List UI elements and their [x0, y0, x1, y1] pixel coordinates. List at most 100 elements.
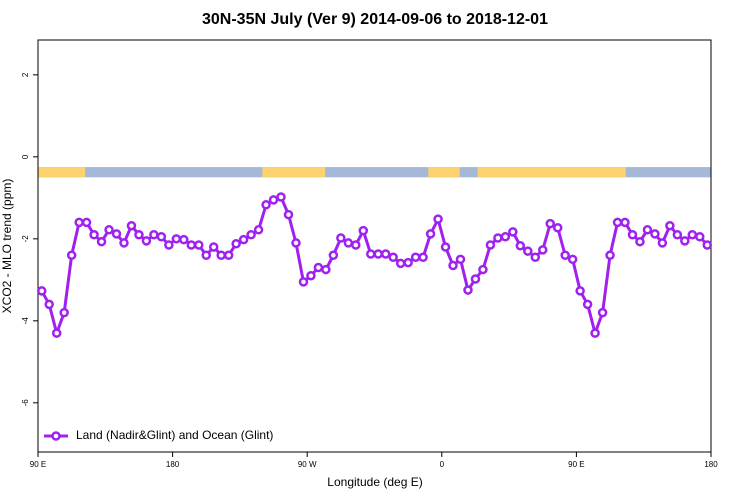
data-point [508, 227, 518, 237]
data-point [179, 234, 189, 245]
plot-frame [37, 39, 712, 453]
data-point [216, 250, 226, 260]
data-point [433, 214, 443, 224]
data-point [208, 242, 219, 252]
data-point [298, 277, 309, 287]
data-point [605, 250, 615, 260]
data-point [291, 238, 301, 248]
y-axis-label: XCO2 - MLO trend (ppm) [0, 179, 14, 314]
data-point [253, 225, 264, 235]
x-tick-label: 90 E [568, 460, 584, 469]
data-point [552, 223, 563, 233]
data-point [657, 238, 668, 248]
data-point [36, 286, 47, 296]
data-point [650, 229, 660, 239]
data-point [328, 250, 339, 260]
data-point [597, 307, 608, 318]
data-point [104, 225, 114, 235]
data-point [44, 299, 54, 310]
data-point [635, 236, 645, 247]
data-point [156, 232, 167, 242]
data-point [440, 242, 451, 252]
data-point [545, 218, 555, 229]
data-point [223, 250, 234, 260]
data-point [612, 217, 623, 228]
data-point [395, 258, 406, 269]
x-tick-label: 90 W [298, 460, 317, 469]
data-point [380, 249, 391, 259]
data-point [538, 245, 548, 255]
chart-title: 30N-35N July (Ver 9) 2014-09-06 to 2018-… [202, 11, 548, 28]
x-tick-label: 180 [166, 460, 180, 469]
y-tick-label: -4 [21, 317, 30, 325]
y-tick-label: 2 [21, 72, 30, 77]
data-point [66, 250, 77, 260]
data-point [500, 232, 511, 242]
land-band [428, 167, 460, 178]
data-point [582, 299, 593, 310]
data-point [194, 240, 204, 250]
data-point [51, 328, 62, 338]
data-point [96, 236, 107, 247]
data-point [171, 234, 182, 244]
data-point [276, 192, 286, 202]
data-point [702, 240, 713, 250]
data-point [687, 229, 698, 240]
data-point [268, 195, 279, 205]
data-point [463, 285, 473, 295]
data-point [425, 229, 436, 239]
data-point [418, 252, 428, 263]
legend-label: Land (Nadir&Glint) and Ocean (Glint) [76, 428, 273, 442]
data-point [313, 262, 324, 273]
x-tick-label: 0 [440, 460, 445, 469]
x-tick-label: 180 [704, 460, 718, 469]
data-point [246, 229, 256, 240]
data-point [164, 240, 174, 250]
data-point [410, 252, 421, 263]
data-point [231, 238, 241, 249]
land-band [38, 167, 86, 178]
y-tick-label: 0 [21, 154, 30, 159]
data-point [373, 249, 383, 259]
data-point [306, 270, 316, 281]
data-point [89, 229, 99, 240]
data-point [351, 240, 361, 250]
data-point [74, 217, 84, 228]
data-point [680, 236, 690, 246]
data-point [321, 264, 331, 275]
data-point [134, 229, 144, 240]
data-point [665, 220, 675, 231]
data-point [366, 249, 376, 259]
data-point [448, 260, 458, 271]
data-point [695, 232, 705, 242]
data-point [126, 220, 137, 231]
data-point [81, 217, 92, 228]
data-point [620, 217, 630, 228]
ocean-band [38, 167, 711, 178]
y-tick-label: -6 [21, 399, 30, 407]
data-point [560, 250, 570, 260]
data-point [523, 246, 533, 256]
data-point [119, 238, 129, 248]
data-point [493, 233, 503, 243]
data-point [343, 238, 354, 248]
data-point [336, 233, 346, 243]
land-band [477, 167, 626, 178]
data-point [627, 229, 638, 240]
x-tick-label: 90 E [30, 460, 46, 469]
data-point [283, 209, 294, 220]
data-point [149, 229, 159, 240]
y-tick-label: -2 [21, 235, 30, 243]
series-line [40, 195, 709, 339]
data-point [186, 240, 197, 250]
data-point [111, 229, 122, 239]
data-point [485, 240, 496, 250]
data-point [515, 241, 526, 251]
data-point [470, 274, 481, 284]
data-point [358, 225, 369, 236]
data-point [530, 252, 541, 263]
data-point [575, 286, 585, 296]
data-point [672, 229, 683, 240]
legend-marker [51, 431, 61, 441]
data-point [141, 236, 152, 246]
